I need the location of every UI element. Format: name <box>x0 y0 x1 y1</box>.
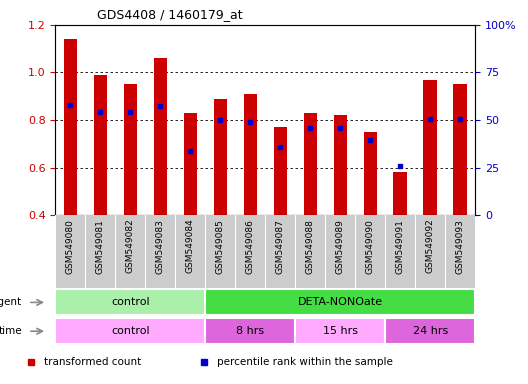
Bar <box>274 127 287 215</box>
Text: GDS4408 / 1460179_at: GDS4408 / 1460179_at <box>97 8 243 21</box>
Text: 24 hrs: 24 hrs <box>412 326 448 336</box>
Bar <box>55 318 205 344</box>
Text: GSM549092: GSM549092 <box>426 219 435 273</box>
Bar <box>423 79 437 215</box>
Text: GSM549083: GSM549083 <box>156 219 165 273</box>
Text: percentile rank within the sample: percentile rank within the sample <box>217 357 393 367</box>
Text: GSM549087: GSM549087 <box>276 219 285 273</box>
Bar <box>154 58 167 215</box>
Text: 15 hrs: 15 hrs <box>323 326 358 336</box>
Text: GSM549080: GSM549080 <box>66 219 75 273</box>
Bar <box>243 94 257 215</box>
Bar <box>184 113 197 215</box>
Text: GSM549088: GSM549088 <box>306 219 315 273</box>
Bar <box>55 290 205 315</box>
Text: GSM549089: GSM549089 <box>336 219 345 273</box>
Text: transformed count: transformed count <box>44 357 142 367</box>
Bar <box>205 290 475 315</box>
Bar <box>334 115 347 215</box>
Text: GSM549091: GSM549091 <box>396 219 405 273</box>
Bar <box>93 75 107 215</box>
Bar <box>205 318 295 344</box>
Text: GSM549084: GSM549084 <box>186 219 195 273</box>
Bar <box>124 84 137 215</box>
Bar <box>214 99 227 215</box>
Bar <box>304 113 317 215</box>
Text: DETA-NONOate: DETA-NONOate <box>298 297 383 308</box>
Text: GSM549090: GSM549090 <box>366 219 375 273</box>
Text: control: control <box>111 297 150 308</box>
Text: GSM549082: GSM549082 <box>126 219 135 273</box>
Text: agent: agent <box>0 297 22 308</box>
Text: GSM549081: GSM549081 <box>96 219 105 273</box>
Text: 8 hrs: 8 hrs <box>236 326 265 336</box>
Bar <box>385 318 475 344</box>
Bar <box>64 39 77 215</box>
Text: GSM549093: GSM549093 <box>456 219 465 273</box>
Bar <box>295 318 385 344</box>
Text: GSM549085: GSM549085 <box>216 219 225 273</box>
Bar <box>363 132 377 215</box>
Text: time: time <box>0 326 22 336</box>
Text: control: control <box>111 326 150 336</box>
Bar <box>454 84 467 215</box>
Bar <box>393 172 407 215</box>
Text: GSM549086: GSM549086 <box>246 219 255 273</box>
